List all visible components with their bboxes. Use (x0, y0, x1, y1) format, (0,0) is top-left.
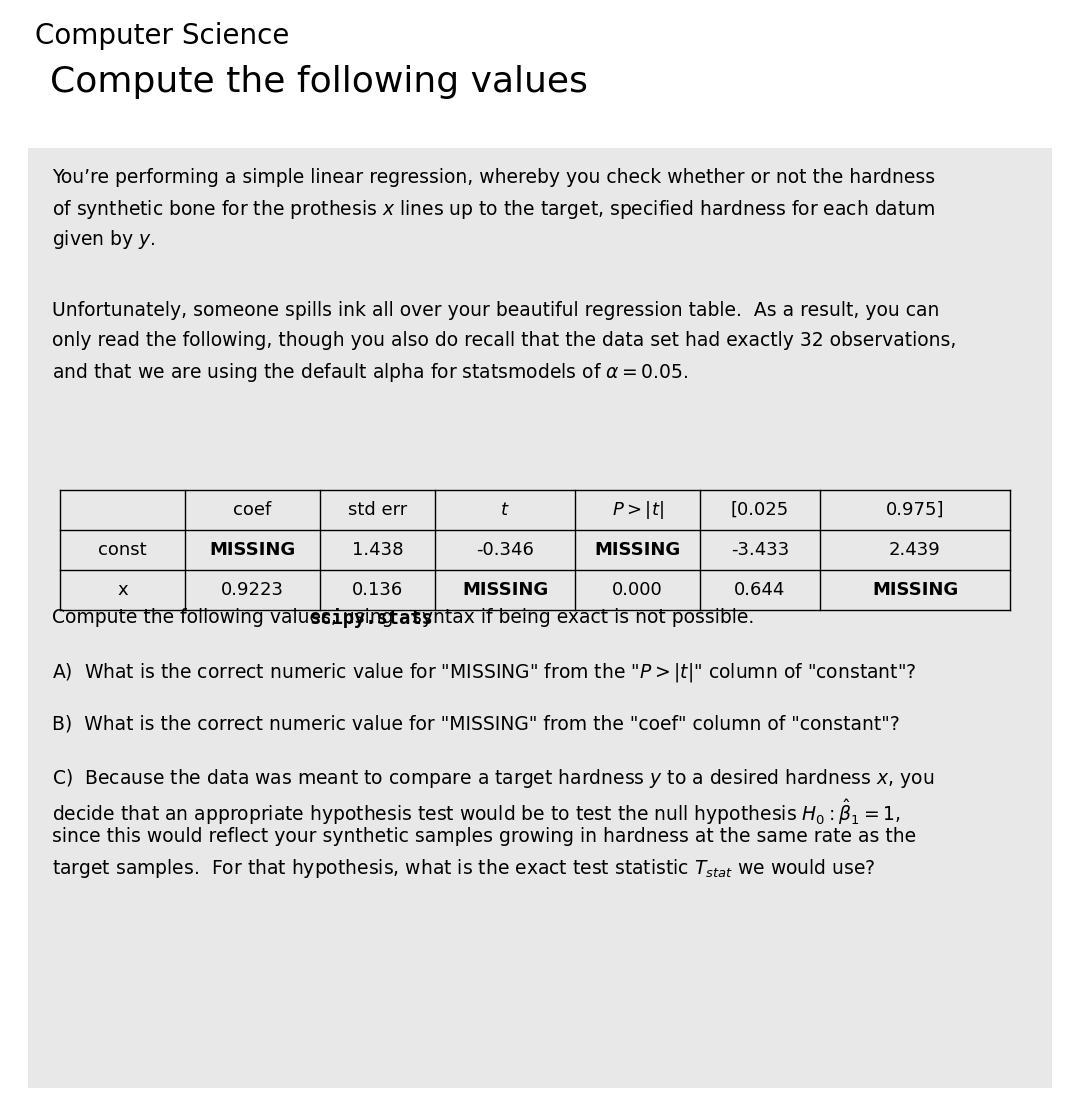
Text: 0.9223: 0.9223 (221, 581, 284, 599)
Text: given by $y$.: given by $y$. (52, 228, 156, 251)
Text: x: x (118, 581, 127, 599)
Text: and that we are using the default alpha for statsmodels of $\alpha = 0.05$.: and that we are using the default alpha … (52, 361, 689, 384)
Text: 0.975]: 0.975] (886, 501, 944, 519)
Text: MISSING: MISSING (210, 541, 296, 559)
Text: -0.346: -0.346 (476, 541, 534, 559)
Text: 0.644: 0.644 (734, 581, 785, 599)
FancyBboxPatch shape (28, 148, 1052, 1088)
Text: Compute the following values, using: Compute the following values, using (52, 608, 400, 627)
Text: std err: std err (348, 501, 407, 519)
Text: const: const (98, 541, 147, 559)
Text: Computer Science: Computer Science (35, 22, 289, 50)
Text: coef: coef (233, 501, 272, 519)
Text: only read the following, though you also do recall that the data set had exactly: only read the following, though you also… (52, 332, 957, 349)
Text: You’re performing a simple linear regression, whereby you check whether or not t: You’re performing a simple linear regres… (52, 168, 935, 187)
Text: 0.136: 0.136 (352, 581, 403, 599)
Text: $t$: $t$ (500, 501, 510, 519)
Text: [0.025: [0.025 (731, 501, 789, 519)
Text: of synthetic bone for the prothesis $x$ lines up to the target, specified hardne: of synthetic bone for the prothesis $x$ … (52, 198, 935, 221)
Text: MISSING: MISSING (594, 541, 680, 559)
Text: since this would reflect your synthetic samples growing in hardness at the same : since this would reflect your synthetic … (52, 827, 916, 846)
Text: 0.000: 0.000 (612, 581, 663, 599)
Text: A)  What is the correct numeric value for "MISSING" from the "$P > |t|$" column : A) What is the correct numeric value for… (52, 661, 917, 684)
Text: scipy.stats: scipy.stats (309, 608, 433, 628)
Text: MISSING: MISSING (872, 581, 958, 599)
Text: C)  Because the data was meant to compare a target hardness $y$ to a desired har: C) Because the data was meant to compare… (52, 767, 934, 790)
Text: -3.433: -3.433 (731, 541, 789, 559)
Text: 1.438: 1.438 (352, 541, 403, 559)
Text: Unfortunately, someone spills ink all over your beautiful regression table.  As : Unfortunately, someone spills ink all ov… (52, 301, 940, 320)
Text: B)  What is the correct numeric value for "MISSING" from the "coef" column of "c: B) What is the correct numeric value for… (52, 715, 900, 732)
Text: $P > |t|$: $P > |t|$ (611, 500, 663, 521)
Text: syntax if being exact is not possible.: syntax if being exact is not possible. (406, 608, 755, 627)
Text: decide that an appropriate hypothesis test would be to test the null hypothesis : decide that an appropriate hypothesis te… (52, 797, 901, 827)
Text: Compute the following values: Compute the following values (50, 65, 588, 99)
Text: MISSING: MISSING (462, 581, 549, 599)
Text: 2.439: 2.439 (889, 541, 941, 559)
Text: target samples.  For that hypothesis, what is the exact test statistic $T_{stat}: target samples. For that hypothesis, wha… (52, 857, 876, 880)
